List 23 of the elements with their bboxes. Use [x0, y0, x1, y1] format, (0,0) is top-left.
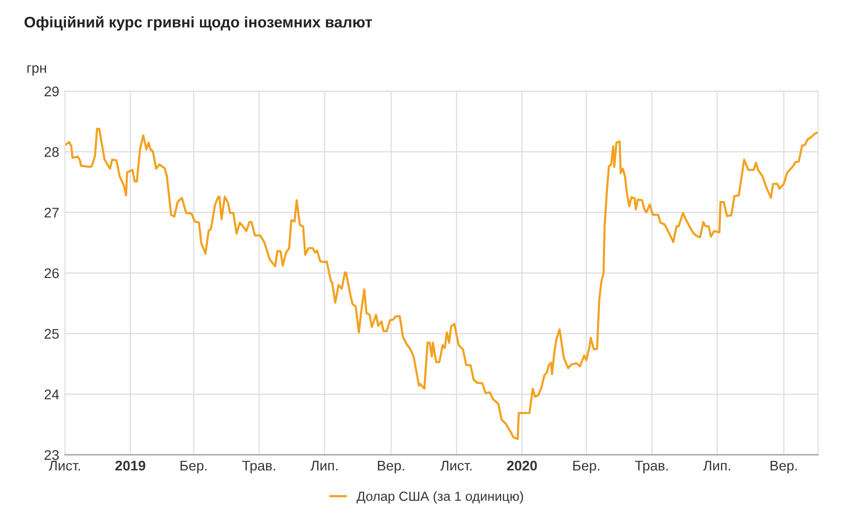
y-tick-label: 25: [44, 328, 59, 339]
x-tick-label: Бер.: [180, 460, 207, 474]
line-series: [64, 128, 818, 440]
legend-label: Долар США (за 1 одиницю): [356, 491, 524, 504]
chart-title: Офіційний курс гривні щодо іноземних валют: [24, 16, 372, 31]
y-tick-label: 23: [44, 450, 59, 460]
x-tick-label: Трав.: [242, 460, 276, 474]
y-axis-title: грн: [27, 65, 46, 76]
x-tick-label: 2019: [115, 460, 146, 471]
x-tick-label: Вер.: [770, 460, 797, 474]
y-tick-label: 24: [44, 390, 59, 400]
y-tick-label: 29: [44, 86, 59, 96]
x-tick-label: Лист.: [440, 460, 472, 471]
x-tick-label: 2020: [507, 460, 537, 471]
y-tick-label: 27: [44, 208, 59, 218]
x-tick-label: Лип.: [703, 460, 730, 471]
x-tick-label: Трав.: [634, 460, 668, 474]
y-tick-label: 26: [44, 268, 59, 278]
x-tick-label: Лип.: [310, 460, 338, 471]
x-tick-label: Бер.: [573, 460, 600, 474]
y-tick-label: 28: [44, 147, 59, 157]
x-tick-label: Вер.: [378, 460, 404, 474]
x-tick-label: Лист.: [48, 460, 80, 471]
